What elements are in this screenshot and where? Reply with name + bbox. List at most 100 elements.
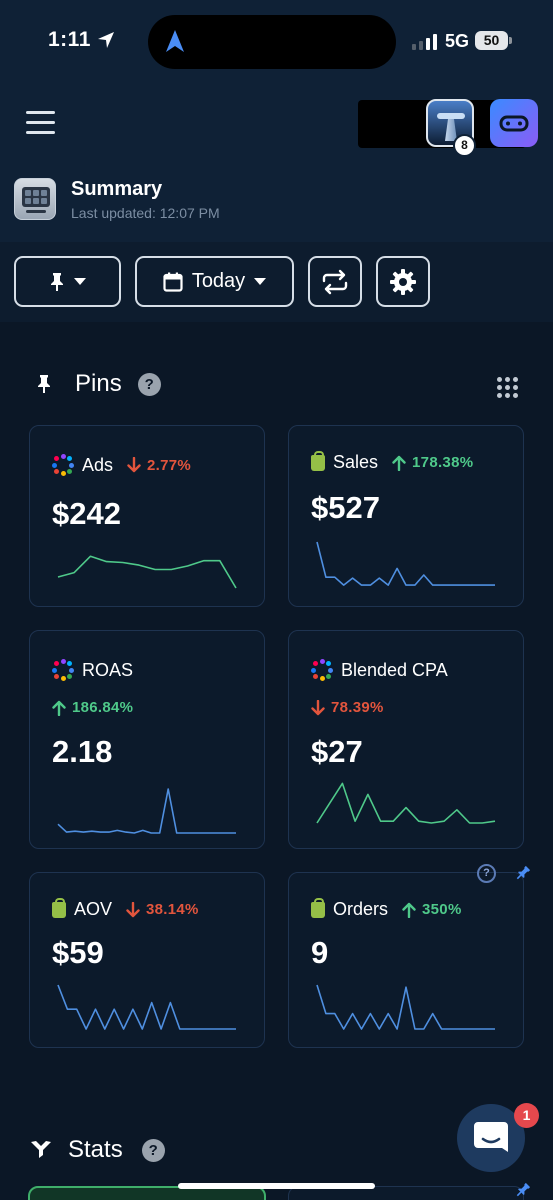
chat-icon <box>474 1122 508 1152</box>
chat-button[interactable] <box>457 1104 525 1172</box>
metric-change-value: 38.14% <box>146 901 199 918</box>
metric-card[interactable]: Ads 2.77% $242 <box>29 425 265 607</box>
sparkline-series <box>316 541 495 586</box>
metric-change-value: 186.84% <box>72 699 134 716</box>
metric-label: ROAS <box>82 659 134 680</box>
metric-card[interactable]: 78.39% Blended CPA $27 <box>288 630 524 849</box>
pin-filter-dropdown[interactable] <box>14 256 121 307</box>
ad-platforms-ring-icon <box>52 454 74 476</box>
stats-help-icon[interactable]: ? <box>141 1138 165 1162</box>
stats-section-header: Stats ? <box>30 1136 165 1164</box>
metric-change-row: 186.84% <box>52 699 133 716</box>
chevron-down-icon <box>74 278 86 285</box>
summary-logo-icon <box>14 178 56 220</box>
funnel-icon <box>31 1141 51 1158</box>
sparkline-chart <box>316 541 495 586</box>
metric-label: AOV <box>74 899 113 919</box>
arrow-down-icon <box>127 457 141 473</box>
home-indicator <box>178 1183 375 1189</box>
metric-label: Blended CPA <box>341 659 448 680</box>
stats-title: Stats <box>68 1136 123 1163</box>
metric-change: 350% <box>402 901 462 918</box>
pins-title: Pins <box>75 370 122 397</box>
calendar-icon <box>163 272 183 292</box>
controller-icon <box>499 115 529 132</box>
toolbar: Today <box>0 242 553 322</box>
metric-value: $27 <box>311 734 363 769</box>
metric-label: Orders <box>333 899 389 919</box>
metric-header: AOV 38.14% <box>52 897 199 920</box>
pins-help-icon[interactable]: ? <box>137 372 161 396</box>
metric-change: 78.39% <box>311 699 384 716</box>
sparkline-series <box>316 984 495 1030</box>
pin-icon[interactable] <box>514 1181 532 1199</box>
battery-indicator: 50 <box>475 31 512 50</box>
metric-change-value: 350% <box>422 901 462 918</box>
arrow-up-icon <box>52 700 66 716</box>
metric-label: Sales <box>333 452 379 472</box>
metric-value: 2.18 <box>52 734 113 769</box>
card-help-icon[interactable]: ? <box>477 864 496 883</box>
signal-strength-icon <box>412 34 437 50</box>
metric-value: $527 <box>311 490 380 525</box>
pin-icon[interactable] <box>514 864 532 882</box>
sparkline-series <box>316 782 496 824</box>
menu-icon[interactable] <box>26 111 55 135</box>
metric-change-row: 78.39% <box>311 699 384 716</box>
metric-change: 38.14% <box>126 901 199 918</box>
metric-card[interactable]: AOV 38.14% $59 <box>29 872 265 1048</box>
last-updated-text: Last updated: 12:07 PM <box>71 205 220 221</box>
metric-label: Ads <box>82 454 114 475</box>
shopify-icon <box>311 450 325 471</box>
metric-change: 2.77% <box>127 457 191 474</box>
chevron-down-icon <box>254 278 267 285</box>
arrow-down-icon <box>311 699 325 715</box>
metric-value: 9 <box>311 935 329 970</box>
dynamic-island <box>148 15 396 69</box>
metric-header: Blended CPA <box>311 659 448 681</box>
stat-card[interactable] <box>28 1186 266 1200</box>
metric-header: Orders 350% <box>311 897 462 920</box>
chat-unread-badge: 1 <box>514 1103 539 1128</box>
metric-card[interactable]: Orders 350% 9 <box>288 872 524 1048</box>
date-range-dropdown[interactable]: Today <box>135 256 294 307</box>
metric-card[interactable]: 186.84% ROAS 2.18 <box>29 630 265 849</box>
metric-card[interactable]: Sales 178.38% $527 <box>288 425 524 607</box>
sparkline-chart <box>57 555 237 589</box>
grid-menu-icon[interactable] <box>497 377 518 398</box>
sparkline-chart <box>316 984 495 1030</box>
pins-section-header: Pins ? <box>36 370 161 398</box>
sparkline-chart <box>57 984 236 1030</box>
metric-header: ROAS <box>52 659 133 681</box>
compare-button[interactable] <box>308 256 362 307</box>
ad-platforms-ring-icon <box>52 659 74 681</box>
pin-icon <box>51 272 63 291</box>
sparkline-series <box>57 984 236 1030</box>
metric-change: 178.38% <box>392 454 473 471</box>
swap-arrows-icon <box>322 269 348 294</box>
notification-count-badge: 8 <box>453 134 476 157</box>
shopify-icon <box>311 897 325 918</box>
metric-value: $59 <box>52 935 104 970</box>
pin-icon <box>38 375 50 393</box>
status-bar: 1:11 5G 50 <box>0 0 553 80</box>
metric-change: 186.84% <box>52 699 133 716</box>
gear-icon <box>390 268 416 295</box>
ad-platforms-ring-icon <box>311 659 333 681</box>
status-time: 1:11 <box>48 28 91 51</box>
shopify-icon <box>52 897 66 918</box>
arrow-up-icon <box>392 455 406 471</box>
navigation-icon <box>166 30 184 52</box>
metric-header: Sales 178.38% <box>311 450 473 473</box>
sparkline-series <box>57 788 236 834</box>
arrow-down-icon <box>126 901 140 917</box>
settings-button[interactable] <box>376 256 430 307</box>
arrow-up-icon <box>402 902 416 918</box>
sparkline-chart <box>57 788 236 834</box>
network-type: 5G <box>445 31 470 51</box>
integrations-button[interactable] <box>490 99 538 147</box>
metric-value: $242 <box>52 496 121 531</box>
page-title: Summary <box>71 178 163 200</box>
metric-change-value: 2.77% <box>147 456 192 474</box>
location-arrow-icon <box>98 32 114 48</box>
